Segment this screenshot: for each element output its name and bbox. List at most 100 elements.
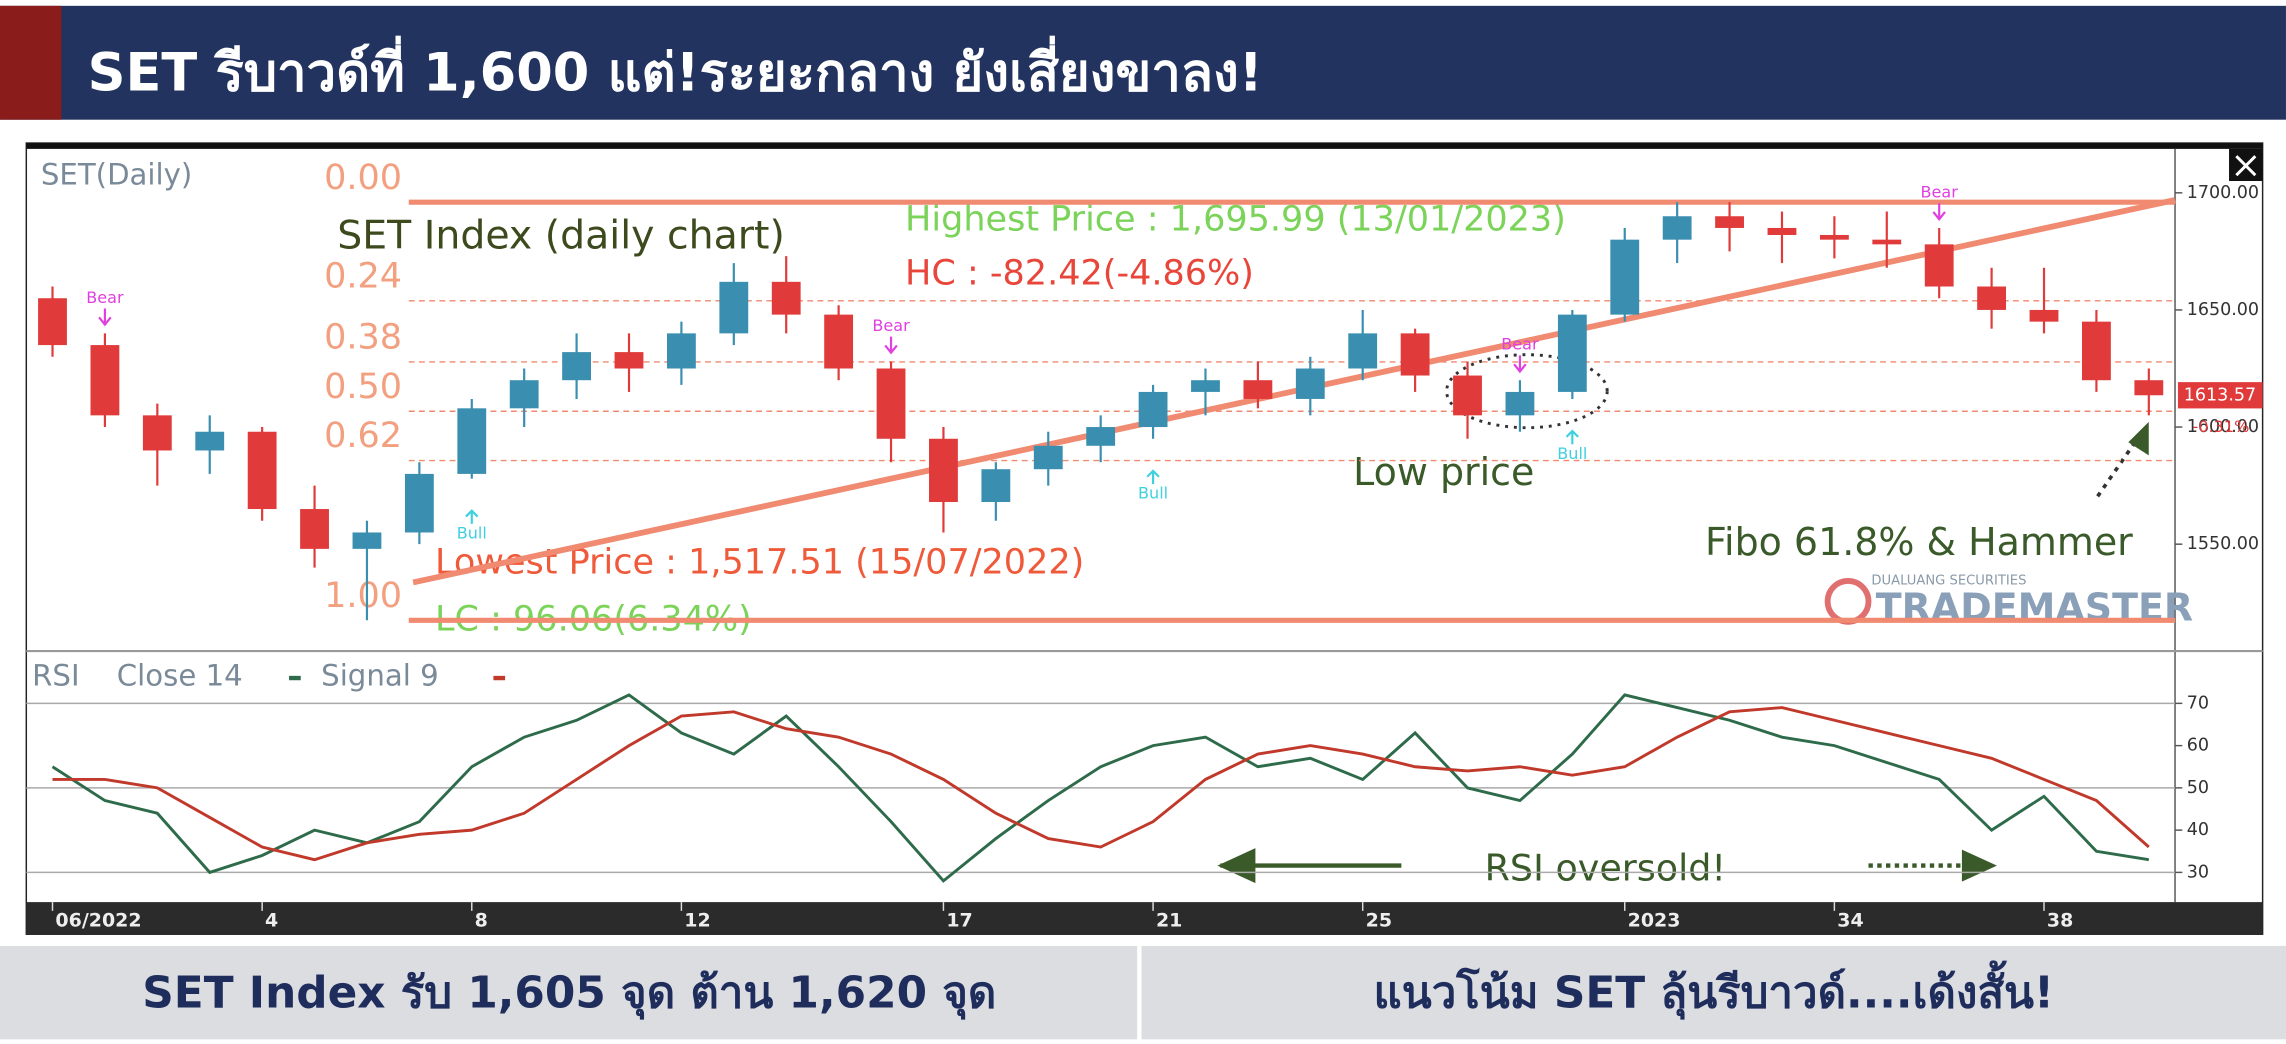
- rsi-arrowhead-right: [1961, 849, 1997, 882]
- x-tick-label: 34: [1837, 910, 1863, 932]
- candle-body: [300, 509, 329, 549]
- rsi-title: RSI: [32, 658, 79, 692]
- y-tick-label: 1550.00: [2187, 534, 2259, 554]
- candle-body: [1767, 227, 1797, 235]
- candle-body: [1086, 427, 1116, 446]
- candle-body: [1138, 391, 1168, 428]
- candle-body: [142, 415, 172, 451]
- x-tick-label: 4: [265, 910, 278, 932]
- title-stripe: [0, 5, 62, 120]
- candle-body: [2029, 309, 2059, 322]
- signal-label: Bear: [1921, 182, 1959, 201]
- x-tick-label: 12: [684, 910, 710, 932]
- candle-body: [1610, 239, 1640, 315]
- rsi-line: [51, 693, 2150, 883]
- candle-body: [1924, 244, 1954, 287]
- y-tick-label: 1700.00: [2187, 183, 2259, 203]
- x-tick-label: 8: [475, 910, 488, 932]
- candle-body: [1819, 234, 1849, 240]
- candle-body: [824, 314, 854, 369]
- hammer-arrowhead: [2128, 421, 2149, 456]
- fibo-label: 0.00: [324, 157, 402, 198]
- candle-body: [1191, 380, 1220, 392]
- candle-body: [666, 333, 696, 369]
- signal-arrow: [465, 509, 479, 524]
- candle-body: [614, 352, 644, 369]
- x-tick-label: 21: [1156, 910, 1182, 932]
- trend-line: [412, 197, 2176, 586]
- rsi-line: [52, 706, 2150, 862]
- y-tick-label: 40: [2187, 820, 2209, 840]
- hc-annotation: HC : -82.42(-4.86%): [905, 252, 1254, 293]
- low-price-annotation: Low price: [1353, 450, 1534, 494]
- candle-body: [404, 473, 434, 533]
- chart-top-bar: [26, 143, 2263, 149]
- y-tick-label: 1650.00: [2187, 300, 2259, 320]
- legend-swatch: [289, 675, 301, 681]
- y-tick-label: 70: [2187, 693, 2209, 713]
- candle-body: [38, 298, 67, 346]
- x-tick-label: 25: [1366, 910, 1392, 932]
- signal-label: Bull: [457, 524, 487, 543]
- signal-arrow: [1932, 203, 1946, 221]
- y-tick-label: 60: [2187, 736, 2209, 756]
- legend-swatch: [493, 675, 506, 681]
- last-price: 1613.57: [2184, 385, 2256, 405]
- page-title: SET รีบาวด์ที่ 1,600 แต่!ระยะกลาง ยังเสี…: [88, 36, 1263, 104]
- price-panel-title: SET(Daily): [41, 158, 192, 192]
- candle-body: [1348, 333, 1378, 369]
- candle-body: [1715, 216, 1744, 228]
- candle-body: [2134, 380, 2164, 396]
- candle-body: [509, 380, 539, 409]
- signal-arrow: [1513, 355, 1527, 374]
- candle-body: [1453, 375, 1482, 416]
- signal-label: Bear: [872, 316, 910, 335]
- candle-body: [90, 345, 120, 416]
- fibo-label: 1.00: [324, 575, 402, 616]
- legend-entry: Close 14: [117, 658, 243, 692]
- candle-body: [352, 532, 382, 549]
- candle-body: [719, 281, 749, 334]
- candle-body: [876, 368, 906, 439]
- candle-body: [247, 431, 277, 510]
- time-axis-bar: [26, 902, 2263, 935]
- brand-name: TRADEMASTER: [1876, 586, 2193, 630]
- candle-body: [771, 281, 801, 315]
- signal-arrow: [98, 308, 112, 327]
- rsi-annotation: RSI oversold!: [1485, 846, 1726, 889]
- y-tick-label: 50: [2187, 778, 2209, 798]
- footer-right: แนวโน้ม SET ลุ้นรีบาวด์....เด้งสั้น!: [1374, 960, 2054, 1021]
- y-tick-label: 30: [2187, 862, 2209, 882]
- candle-body: [2082, 321, 2111, 381]
- candle-body: [195, 431, 225, 451]
- last-price-tag: [2177, 382, 2263, 409]
- fibo-label: 0.24: [324, 255, 402, 296]
- x-tick-label: 38: [2047, 910, 2073, 932]
- signal-label: Bull: [1138, 484, 1168, 503]
- signal-arrow: [884, 336, 898, 355]
- lowest-annotation: Lowest Price : 1,517.51 (15/07/2022): [435, 541, 1084, 582]
- chart-frame: [25, 142, 2264, 935]
- candle-body: [1505, 391, 1535, 416]
- signal-label: Bull: [1557, 444, 1587, 463]
- signal-label: Bear: [86, 288, 124, 307]
- low-price-ellipse: [1445, 353, 1609, 430]
- x-tick-label: 06/2022: [55, 910, 141, 932]
- footer-right-box: [1141, 945, 2286, 1040]
- candle-body: [457, 408, 487, 474]
- candle-body: [1033, 445, 1063, 470]
- candle-body: [1400, 333, 1430, 376]
- candle-body: [562, 352, 592, 381]
- candle-body: [1977, 286, 2007, 310]
- legend-entry: Signal 9: [321, 658, 439, 692]
- title-banner: [0, 5, 2286, 120]
- x-tick-label: 17: [946, 910, 972, 932]
- signal-label: Bear: [1501, 335, 1539, 354]
- footer-left-box: [0, 945, 1138, 1040]
- hammer-annotation: Fibo 61.8% & Hammer: [1705, 520, 2133, 564]
- signal-arrow: [1565, 429, 1579, 445]
- fibo-label: 0.38: [324, 317, 402, 358]
- candle-body: [1295, 368, 1325, 399]
- candle-body: [1662, 216, 1692, 240]
